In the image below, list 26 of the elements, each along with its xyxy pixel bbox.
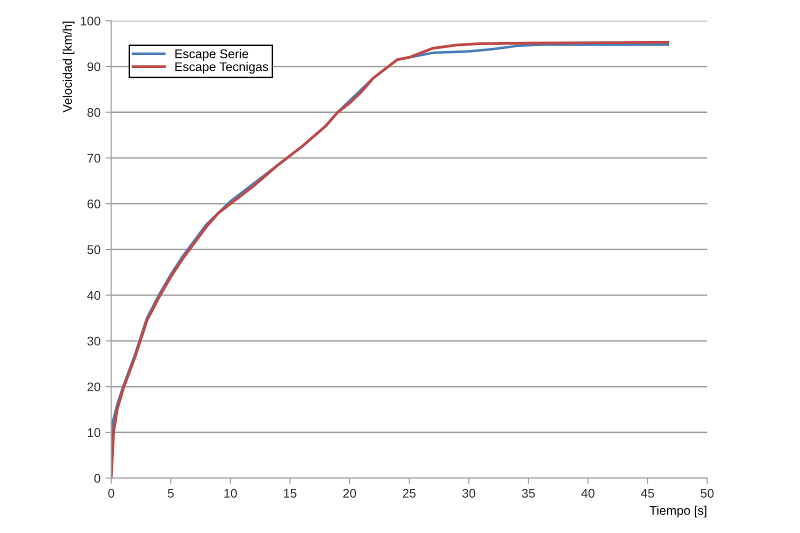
x-tick-label: 40 [581,488,594,498]
y-tick-label: 90 [87,62,100,72]
x-tick-label: 0 [108,488,114,498]
y-tick-label: 40 [87,290,100,300]
x-tick-label: 45 [640,488,654,498]
y-tick-label: 70 [88,154,100,163]
x-tick-label: 35 [522,488,535,498]
legend-label: Escape Serie [175,49,248,61]
x-tick-label: 15 [284,488,296,498]
y-tick-label: 100 [80,16,100,26]
y-tick-label: 60 [88,200,100,208]
x-tick-label: 5 [168,488,174,498]
y-tick-label: 30 [87,336,100,346]
x-tick-label: 50 [700,488,714,498]
y-tick-label: 0 [94,474,100,483]
y-tick-label: 80 [87,108,100,117]
x-axis-title: Tiempo [s] [650,506,706,518]
x-tick-label: 10 [224,488,237,498]
legend-label: Escape Tecnigas [175,62,268,74]
y-tick-label: 20 [88,382,100,392]
y-tick-label: 10 [88,428,100,438]
y-axis-title: Velocidad [km/h] [62,22,74,112]
x-tick-label: 25 [402,488,416,498]
x-tick-label: 20 [343,488,356,498]
x-tick-label: 30 [462,488,476,498]
y-tick-label: 50 [87,245,100,254]
